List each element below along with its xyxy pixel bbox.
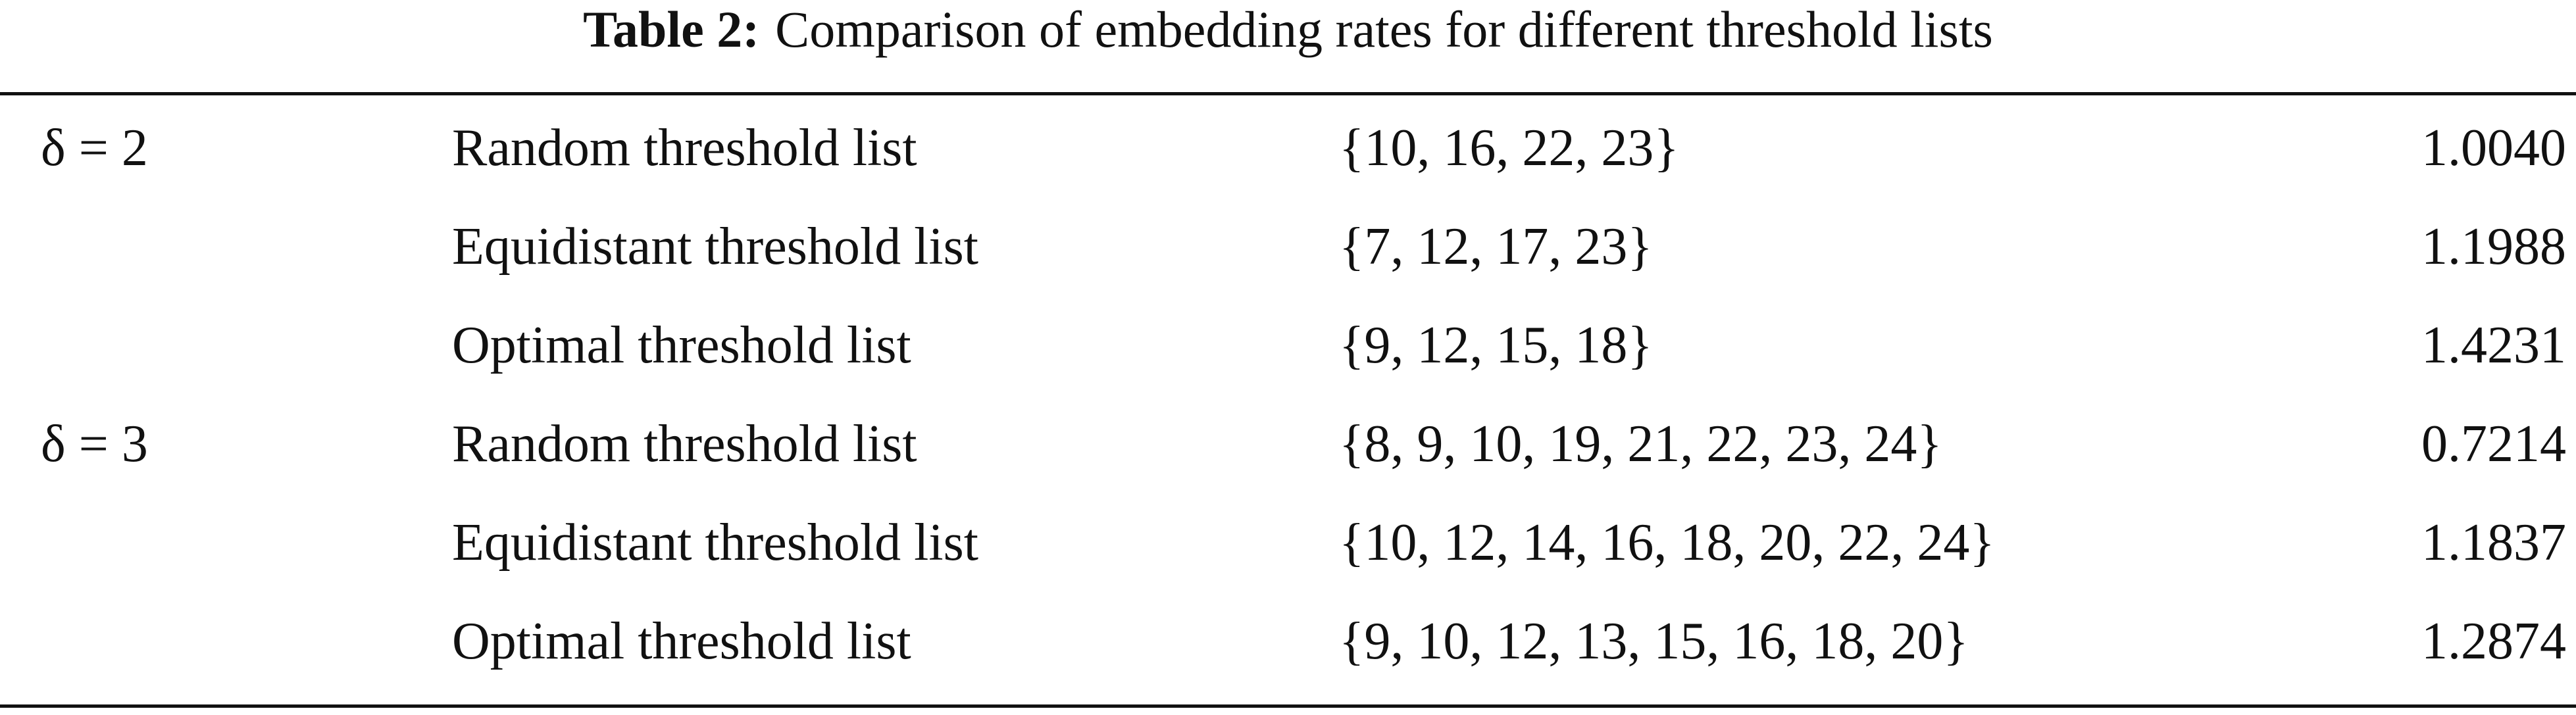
embedding-rate-cell: 1.1988	[2421, 218, 2566, 276]
delta-cell: δ = 2	[41, 119, 148, 177]
embedding-rate-cell: 1.4231	[2421, 316, 2566, 374]
bottom-rule	[0, 704, 2576, 708]
delta-cell: δ = 3	[41, 415, 148, 473]
table-title: Table 2: Comparison of embedding rates fo…	[0, 4, 2576, 55]
embedding-rate-cell: 1.2874	[2421, 612, 2566, 670]
method-cell: Random threshold list	[452, 415, 917, 473]
threshold-list-cell: {8, 9, 10, 19, 21, 22, 23, 24}	[1339, 415, 1942, 473]
embedding-rate-cell: 1.1837	[2421, 514, 2566, 572]
threshold-list-cell: {9, 12, 15, 18}	[1339, 316, 1653, 374]
threshold-list-cell: {9, 10, 12, 13, 15, 16, 18, 20}	[1339, 612, 1969, 670]
title-label: Table 2:	[583, 1, 760, 58]
method-cell: Equidistant threshold list	[452, 514, 978, 572]
method-cell: Optimal threshold list	[452, 316, 911, 374]
threshold-list-cell: {7, 12, 17, 23}	[1339, 218, 1653, 276]
method-cell: Equidistant threshold list	[452, 218, 978, 276]
embedding-rate-cell: 0.7214	[2421, 415, 2566, 473]
threshold-list-cell: {10, 12, 14, 16, 18, 20, 22, 24}	[1339, 514, 1995, 572]
method-cell: Random threshold list	[452, 119, 917, 177]
top-rule	[0, 92, 2576, 95]
threshold-list-cell: {10, 16, 22, 23}	[1339, 119, 1679, 177]
method-cell: Optimal threshold list	[452, 612, 911, 670]
title-text: Comparison of embedding rates for differ…	[775, 1, 1993, 58]
embedding-rate-cell: 1.0040	[2421, 119, 2566, 177]
